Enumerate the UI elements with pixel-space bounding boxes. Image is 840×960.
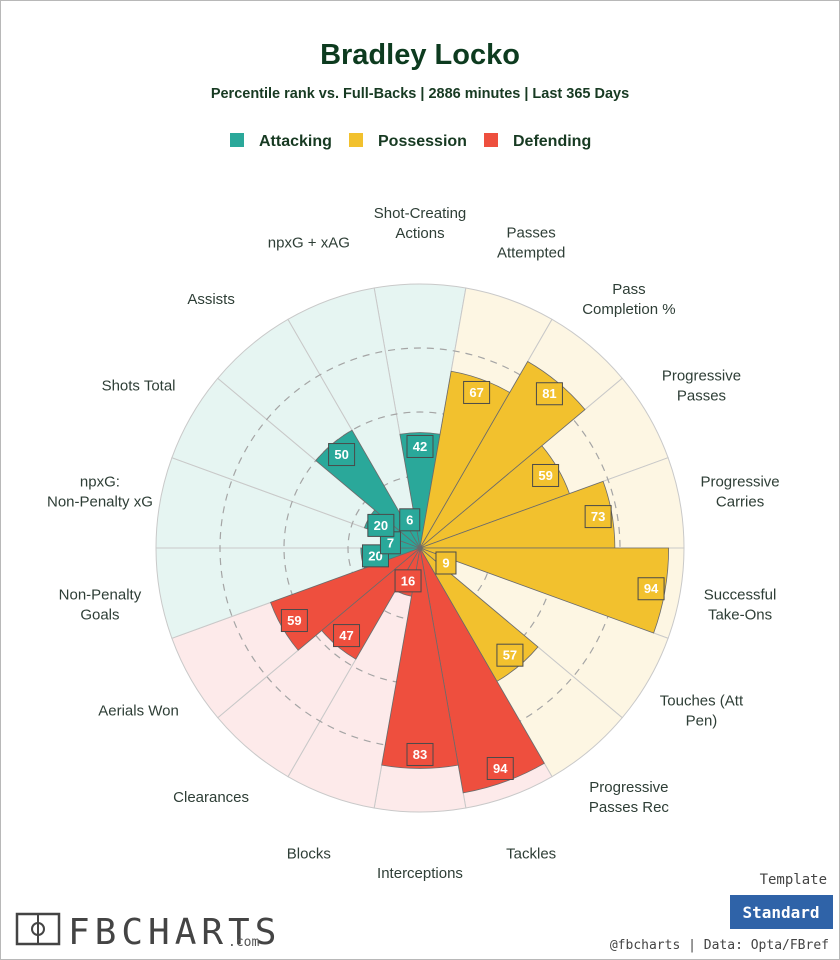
pitch-icon bbox=[15, 912, 61, 946]
category-label-passes-attempted: Passes Attempted bbox=[497, 225, 565, 262]
category-label-npxg-non-penalty-xg: npxG: Non-Penalty xG bbox=[47, 474, 153, 511]
category-label-aerials-won: Aerials Won bbox=[98, 703, 179, 720]
category-label-npxg-xag: npxG + xAG bbox=[268, 235, 350, 252]
category-label-blocks: Blocks bbox=[287, 845, 331, 862]
bars bbox=[270, 360, 670, 794]
legend-swatch-defending bbox=[484, 133, 498, 147]
value-box bbox=[496, 643, 524, 667]
category-label-touches-att-pen: Touches (Att Pen) bbox=[660, 693, 744, 730]
value-text: 81 bbox=[542, 386, 556, 401]
value-text: 59 bbox=[538, 468, 552, 483]
category-label-successful-take-ons: Successful Take-Ons bbox=[704, 586, 777, 623]
category-label-shots-total: Shots Total bbox=[102, 378, 176, 395]
value-label-progressive-passes: 59 bbox=[532, 463, 560, 487]
brand-name: FBCHARTS bbox=[68, 912, 281, 953]
category-label-progressive-carries: Progressive Carries bbox=[700, 474, 779, 511]
value-box bbox=[435, 551, 457, 575]
value-text: 47 bbox=[339, 628, 353, 643]
category-label-progressive-passes: Progressive Passes bbox=[662, 368, 741, 405]
chart-subtitle: Percentile rank vs. Full-Backs | 2886 mi… bbox=[211, 86, 629, 102]
legend-label-possession: Possession bbox=[378, 133, 467, 150]
value-box bbox=[486, 756, 514, 780]
category-label-clearances: Clearances bbox=[173, 789, 249, 806]
value-text: 20 bbox=[374, 518, 388, 533]
value-box bbox=[280, 609, 308, 633]
value-box bbox=[584, 505, 612, 529]
value-box bbox=[406, 742, 434, 766]
category-label-non-penalty-goals: Non-Penalty Goals bbox=[59, 586, 142, 623]
value-label-clearances: 47 bbox=[333, 624, 361, 648]
value-text: 9 bbox=[442, 556, 449, 571]
value-label-npxg-xag: 6 bbox=[399, 508, 421, 532]
legend: Attacking Possession Defending bbox=[230, 133, 591, 150]
value-text: 59 bbox=[287, 613, 301, 628]
value-label-shots-total: 20 bbox=[367, 513, 395, 537]
category-labels: Shot-Creating Actions Passes Attempted Pass C… bbox=[47, 205, 780, 882]
value-box bbox=[394, 569, 422, 593]
value-label-assists: 50 bbox=[328, 443, 356, 467]
template-button-label[interactable]: Standard bbox=[742, 903, 819, 922]
value-label-progressive-passes-rec: 57 bbox=[496, 643, 524, 667]
value-text: 57 bbox=[503, 648, 517, 663]
value-box bbox=[333, 624, 361, 648]
value-labels: 42 67 81 59 73 94 9 57 94 83 16 47 59 20 7 20 50 6 bbox=[280, 380, 665, 780]
value-label-passes-attempted: 67 bbox=[463, 380, 491, 404]
legend-label-defending: Defending bbox=[513, 133, 591, 150]
template-button-bg[interactable] bbox=[730, 895, 833, 929]
value-text: 94 bbox=[644, 581, 659, 596]
category-label-tackles: Tackles bbox=[506, 845, 556, 862]
value-box bbox=[532, 463, 560, 487]
value-text: 20 bbox=[368, 548, 382, 563]
value-label-interceptions: 83 bbox=[406, 742, 434, 766]
value-text: 73 bbox=[591, 509, 605, 524]
value-text: 50 bbox=[334, 447, 348, 462]
category-label-progressive-passes-rec: Progressive Passes Rec bbox=[589, 779, 670, 816]
value-text: 6 bbox=[406, 512, 413, 527]
category-label-interceptions: Interceptions bbox=[377, 865, 463, 882]
category-label-pass-completion: Pass Completion % bbox=[582, 281, 675, 318]
value-label-aerials-won: 59 bbox=[280, 609, 308, 633]
brand-suffix: .com bbox=[228, 935, 259, 950]
value-label-shot-creating-actions: 42 bbox=[406, 434, 434, 458]
legend-label-attacking: Attacking bbox=[259, 133, 332, 150]
value-text: 42 bbox=[413, 439, 427, 454]
value-box bbox=[535, 382, 563, 406]
legend-swatch-attacking bbox=[230, 133, 244, 147]
brand-logo: FBCHARTS .com bbox=[15, 912, 281, 953]
value-text: 83 bbox=[413, 747, 427, 762]
template-standard-button[interactable]: Standard bbox=[730, 895, 833, 929]
value-box bbox=[367, 513, 395, 537]
value-box bbox=[328, 443, 356, 467]
chart-title: Bradley Locko bbox=[320, 39, 520, 71]
value-label-pass-completion: 81 bbox=[535, 382, 563, 406]
value-text: 94 bbox=[493, 761, 508, 776]
value-box bbox=[463, 380, 491, 404]
value-label-successful-take-ons: 94 bbox=[637, 577, 665, 601]
value-box bbox=[406, 434, 434, 458]
value-label-tackles: 94 bbox=[486, 756, 514, 780]
footer-credit: @fbcharts | Data: Opta/FBref bbox=[610, 938, 829, 953]
value-text: 7 bbox=[387, 535, 394, 550]
category-label-shot-creating-actions: Shot-Creating Actions bbox=[374, 205, 467, 242]
value-text: 16 bbox=[401, 573, 415, 588]
value-label-progressive-carries: 73 bbox=[584, 505, 612, 529]
category-label-assists: Assists bbox=[187, 291, 235, 308]
value-box bbox=[637, 577, 665, 601]
legend-swatch-possession bbox=[349, 133, 363, 147]
value-label-blocks: 16 bbox=[394, 569, 422, 593]
value-label-touches-att-pen: 9 bbox=[435, 551, 457, 575]
template-label: Template bbox=[760, 872, 827, 888]
value-text: 67 bbox=[469, 385, 483, 400]
value-box bbox=[399, 508, 421, 532]
